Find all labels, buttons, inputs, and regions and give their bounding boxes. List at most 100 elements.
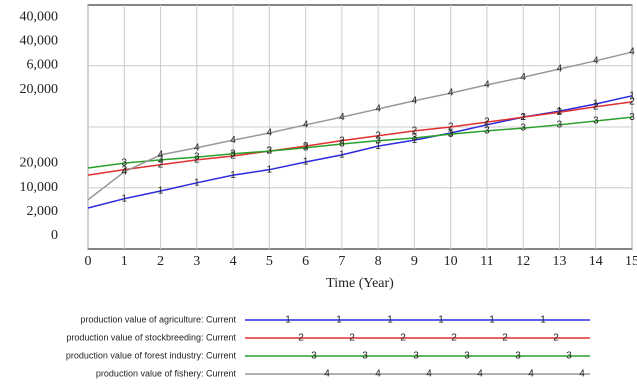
x-tick-label: 12 [516, 254, 530, 269]
series-marker: 3 [230, 148, 236, 159]
x-tick-label: 2 [157, 254, 164, 269]
series-marker: 2 [339, 135, 345, 146]
legend-marker: 1 [336, 315, 342, 326]
series-line [87, 116, 633, 169]
series-marker: 1 [121, 193, 127, 204]
series-marker: 1 [194, 177, 200, 188]
series-marker: 1 [303, 157, 309, 168]
series-marker: 1 [484, 119, 490, 130]
legend-marker: 2 [502, 333, 508, 344]
series-marker: 3 [121, 158, 127, 169]
series-line [87, 51, 633, 201]
series-marker: 3 [339, 139, 345, 150]
x-tick-label: 8 [375, 254, 382, 269]
series-marker: 2 [194, 154, 200, 165]
series-marker: 4 [158, 150, 164, 161]
x-tick-label: 14 [589, 254, 603, 269]
legend-marker: 2 [298, 333, 304, 344]
series-marker: 1 [158, 186, 164, 197]
series-marker: 4 [593, 55, 599, 66]
series-marker: 1 [448, 128, 454, 139]
legend-marker: 4 [477, 369, 483, 380]
legend-marker: 1 [285, 315, 291, 326]
legend-marker: 3 [413, 351, 419, 362]
legend-marker: 4 [528, 369, 534, 380]
x-tick-label: 4 [230, 254, 237, 269]
legend-marker: 1 [387, 315, 393, 326]
series-marker: 3 [593, 116, 599, 127]
series-marker: 1 [267, 164, 273, 175]
legend-label: production value of forest industry: Cur… [66, 350, 237, 360]
series-marker: 4 [339, 112, 345, 123]
series-marker: 4 [484, 80, 490, 91]
legend-label: production value of stockbreeding: Curre… [66, 332, 236, 342]
series-marker: 4 [448, 88, 454, 99]
series-marker: 1 [629, 90, 635, 101]
series-marker: 4 [121, 167, 127, 178]
x-tick-label: 0 [85, 254, 92, 269]
series-marker: 2 [412, 125, 418, 136]
series-marker: 2 [593, 101, 599, 112]
y-tick-label: 20,000 [20, 82, 59, 97]
y-tick-label: 0 [51, 228, 58, 243]
series-marker: 2 [121, 164, 127, 175]
legend-label: production value of agriculture: Current [80, 314, 236, 324]
series-marker: 2 [629, 96, 635, 107]
y-tick-label: 40,000 [20, 9, 59, 24]
series-marker: 4 [629, 47, 635, 58]
series-marker: 1 [230, 170, 236, 181]
legend-marker: 1 [438, 315, 444, 326]
series-marker: 3 [484, 125, 490, 136]
x-tick-label: 9 [411, 254, 418, 269]
legend-marker: 4 [324, 369, 330, 380]
series-marker: 3 [267, 146, 273, 157]
legend-marker: 3 [515, 351, 521, 362]
legend-marker: 2 [553, 333, 559, 344]
series-marker: 2 [448, 122, 454, 133]
x-axis-label: Time (Year) [326, 276, 394, 291]
x-tick-label: 1 [121, 254, 128, 269]
series-marker: 4 [230, 135, 236, 146]
series-marker: 3 [557, 119, 563, 130]
x-tick-label: 15 [625, 254, 637, 269]
legend-marker: 1 [489, 315, 495, 326]
series-marker: 2 [557, 107, 563, 118]
series-marker: 4 [557, 64, 563, 75]
series-marker: 3 [629, 112, 635, 123]
series-line [87, 101, 633, 176]
legend-marker: 4 [426, 369, 432, 380]
legend-marker: 2 [400, 333, 406, 344]
series-marker: 1 [557, 106, 563, 117]
legend-marker: 1 [540, 315, 546, 326]
x-tick-label: 10 [444, 254, 458, 269]
series-marker: 3 [375, 135, 381, 146]
series-marker: 3 [158, 154, 164, 165]
series-marker: 3 [448, 129, 454, 140]
y-tick-label: 20,000 [20, 155, 59, 170]
legend-marker: 3 [566, 351, 572, 362]
series-marker: 1 [375, 141, 381, 152]
legend-marker: 3 [311, 351, 317, 362]
series-marker: 1 [593, 99, 599, 110]
legend-marker: 2 [349, 333, 355, 344]
series-marker: 1 [339, 150, 345, 161]
y-tick-label: 2,000 [27, 204, 59, 219]
legend-marker: 3 [464, 351, 470, 362]
legend-marker: 4 [375, 369, 381, 380]
legend-marker: 2 [451, 333, 457, 344]
legend-label: production value of fishery: Current [96, 368, 237, 378]
y-tick-label: 40,000 [20, 33, 59, 48]
y-tick-label: 6,000 [27, 57, 59, 72]
series-marker: 4 [412, 95, 418, 106]
series-marker: 4 [375, 104, 381, 115]
legend-marker: 4 [579, 369, 585, 380]
series-marker: 2 [158, 159, 164, 170]
x-tick-label: 11 [480, 254, 493, 269]
series-marker: 2 [484, 117, 490, 128]
series-marker: 3 [412, 133, 418, 144]
x-tick-label: 3 [193, 254, 200, 269]
series-marker: 2 [230, 151, 236, 162]
series-marker: 2 [303, 141, 309, 152]
series-marker: 4 [303, 119, 309, 130]
